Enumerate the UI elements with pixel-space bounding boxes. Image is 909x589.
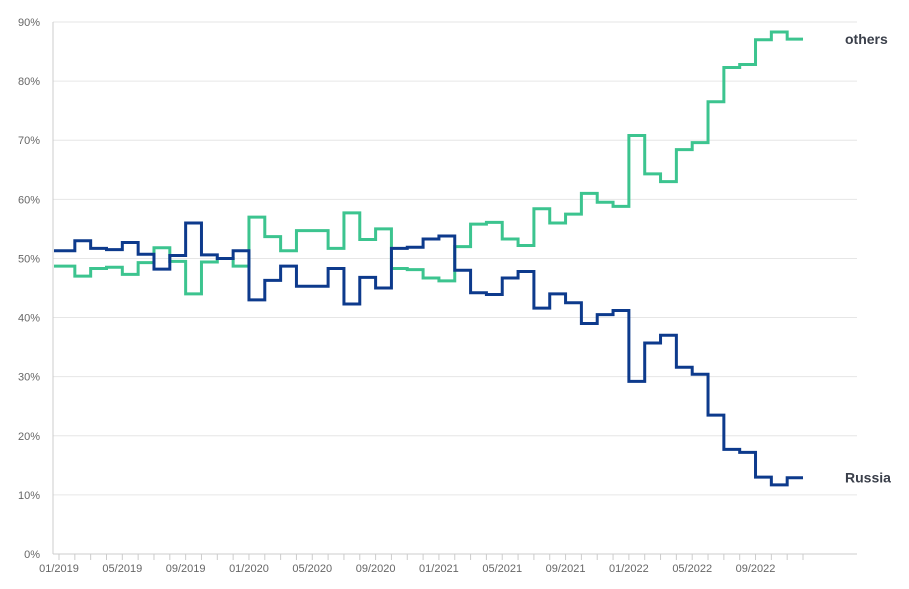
series-line-russia: [54, 221, 804, 487]
x-tick-label: 01/2022: [609, 563, 649, 575]
y-tick-label: 90%: [18, 17, 40, 29]
y-tick-label: 30%: [18, 372, 40, 384]
y-tick-label: 80%: [18, 76, 40, 88]
series-lines: [54, 30, 804, 487]
x-tick-label: 05/2022: [672, 563, 712, 575]
y-tick-label: 0%: [24, 549, 40, 561]
axes: [52, 22, 857, 560]
y-tick-label: 60%: [18, 194, 40, 206]
x-tick-label: 05/2020: [292, 563, 332, 575]
x-tick-label: 09/2021: [546, 563, 586, 575]
x-tick-label: 01/2021: [419, 563, 459, 575]
series-label-russia: Russia: [845, 470, 891, 486]
x-tick-label: 01/2019: [39, 563, 79, 575]
series-line-others: [54, 30, 804, 296]
x-tick-label: 05/2019: [102, 563, 142, 575]
x-tick-label: 05/2021: [482, 563, 522, 575]
series-end-labels: others Russia: [845, 31, 891, 486]
y-tick-labels: 0% 10% 20% 30% 40% 50% 60% 70% 80% 90%: [18, 17, 40, 561]
series-label-others: others: [845, 31, 888, 47]
y-tick-label: 50%: [18, 253, 40, 265]
x-tick-labels: 01/2019 05/2019 09/2019 01/2020 05/2020 09/20…: [39, 563, 775, 575]
x-tick-label: 09/2020: [356, 563, 396, 575]
y-tick-label: 10%: [18, 490, 40, 502]
x-tick-label: 09/2022: [736, 563, 776, 575]
y-tick-label: 70%: [18, 135, 40, 147]
x-tick-label: 01/2020: [229, 563, 269, 575]
y-tick-label: 40%: [18, 313, 40, 325]
x-tick-label: 09/2019: [166, 563, 206, 575]
y-tick-label: 20%: [18, 431, 40, 443]
